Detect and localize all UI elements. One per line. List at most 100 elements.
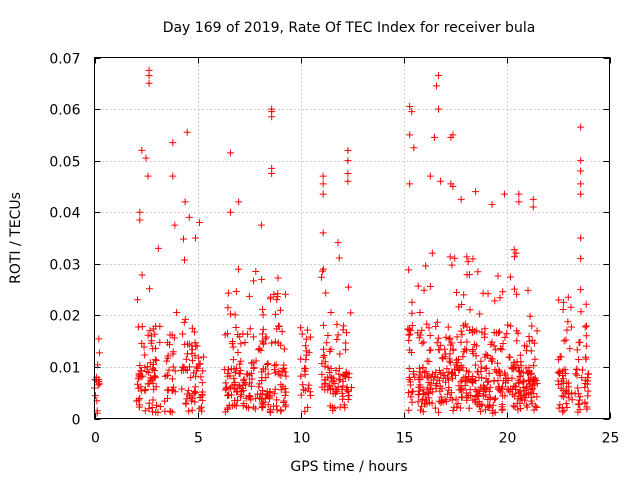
data-point xyxy=(496,294,504,302)
data-point xyxy=(513,358,521,366)
data-point xyxy=(242,403,250,411)
data-point xyxy=(344,177,352,185)
data-point xyxy=(188,346,196,354)
data-point xyxy=(563,404,571,412)
data-point xyxy=(231,397,239,405)
data-point xyxy=(533,393,541,401)
data-point xyxy=(485,369,493,377)
data-point xyxy=(408,388,416,396)
data-point xyxy=(453,333,461,341)
x-tick-label: 20 xyxy=(499,431,517,447)
data-point xyxy=(320,321,328,329)
data-point xyxy=(94,361,102,369)
data-point xyxy=(575,400,583,408)
data-point xyxy=(577,308,585,316)
data-point xyxy=(332,388,340,396)
data-point xyxy=(515,367,523,375)
data-point xyxy=(486,393,494,401)
data-point xyxy=(236,360,244,368)
data-point xyxy=(231,385,239,393)
data-point xyxy=(279,383,287,391)
data-point xyxy=(305,381,313,389)
data-point xyxy=(454,355,462,363)
data-point xyxy=(577,234,585,242)
data-point xyxy=(326,381,334,389)
data-point xyxy=(463,338,471,346)
data-point xyxy=(466,306,474,314)
data-point xyxy=(444,323,452,331)
data-point xyxy=(145,66,153,74)
data-point xyxy=(259,365,267,373)
data-point xyxy=(508,363,516,371)
y-tick-label: 0.06 xyxy=(49,103,80,119)
data-point xyxy=(196,360,204,368)
data-point xyxy=(185,213,193,221)
data-point xyxy=(302,365,310,373)
data-point xyxy=(523,342,531,350)
data-point xyxy=(169,139,177,147)
data-point xyxy=(229,356,237,364)
data-point xyxy=(191,328,199,336)
data-point xyxy=(277,407,285,415)
data-point xyxy=(324,386,332,394)
data-point xyxy=(560,407,568,415)
data-point xyxy=(528,400,536,408)
data-point xyxy=(242,394,250,402)
data-point xyxy=(516,351,524,359)
data-point xyxy=(533,327,541,335)
data-point xyxy=(186,363,194,371)
data-point xyxy=(301,371,309,379)
data-point xyxy=(132,397,140,405)
data-point xyxy=(577,157,585,165)
data-point xyxy=(297,324,305,332)
data-point xyxy=(407,393,415,401)
data-point xyxy=(239,381,247,389)
data-point xyxy=(148,337,156,345)
data-point xyxy=(494,385,502,393)
data-point xyxy=(483,378,491,386)
data-point xyxy=(472,361,480,369)
data-point xyxy=(297,355,305,363)
data-point xyxy=(568,396,576,404)
data-point xyxy=(458,331,466,339)
data-point xyxy=(319,180,327,188)
data-point xyxy=(198,379,206,387)
data-point xyxy=(531,355,539,363)
data-point xyxy=(342,346,350,354)
data-point xyxy=(503,330,511,338)
data-point xyxy=(271,362,279,370)
data-point xyxy=(226,149,234,157)
data-point xyxy=(448,396,456,404)
data-point xyxy=(146,374,154,382)
data-point xyxy=(574,408,582,416)
data-point xyxy=(563,379,571,387)
data-point xyxy=(528,393,536,401)
data-point xyxy=(472,188,480,196)
data-point xyxy=(405,365,413,373)
data-point xyxy=(426,172,434,180)
data-point xyxy=(512,383,520,391)
data-point xyxy=(324,332,332,340)
data-point xyxy=(577,180,585,188)
y-tick-label: 0.01 xyxy=(49,361,80,377)
data-point xyxy=(200,353,208,361)
data-point xyxy=(492,329,500,337)
data-point xyxy=(482,386,490,394)
y-tick-label: 0.04 xyxy=(49,206,80,222)
data-point xyxy=(199,388,207,396)
data-point xyxy=(433,318,441,326)
data-point xyxy=(173,309,181,317)
data-point xyxy=(487,340,495,348)
data-point xyxy=(469,255,477,263)
data-point xyxy=(418,326,426,334)
data-point xyxy=(247,382,255,390)
data-point xyxy=(457,327,465,335)
data-point xyxy=(258,275,266,283)
data-point xyxy=(531,374,539,382)
data-point xyxy=(278,328,286,336)
data-point xyxy=(567,303,575,311)
data-point xyxy=(344,386,352,394)
data-point xyxy=(266,408,274,416)
data-point xyxy=(577,255,585,263)
data-point xyxy=(228,402,236,410)
